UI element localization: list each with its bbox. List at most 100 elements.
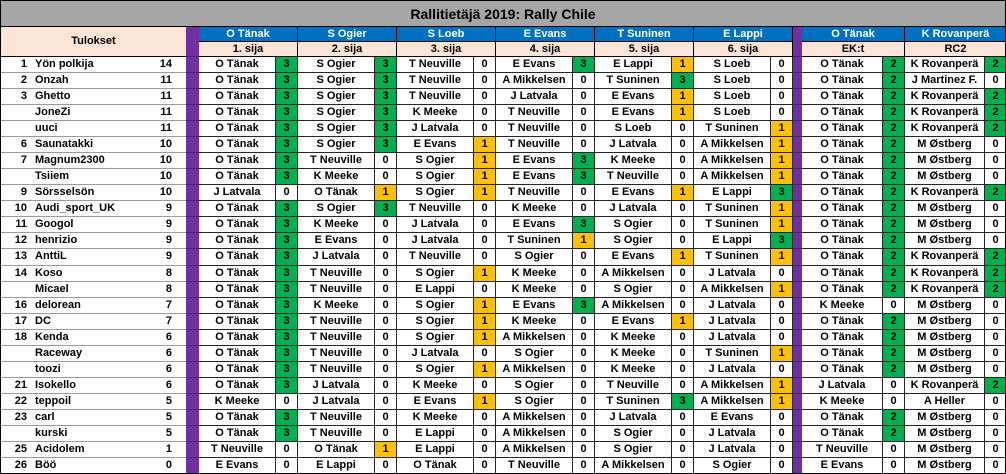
- pick-points: 0: [375, 233, 397, 250]
- pick-driver: E Evans: [595, 89, 672, 106]
- player-total: 6: [123, 330, 186, 346]
- pick-points: 3: [276, 89, 298, 106]
- pick-points: 1: [672, 249, 694, 266]
- pick-points: 0: [573, 457, 595, 473]
- player-total: 11: [123, 105, 186, 122]
- pick-driver: J Latvala: [802, 377, 883, 394]
- pick-points: 0: [474, 121, 496, 138]
- separator-cell: [186, 233, 199, 250]
- pick-driver: O Tänak: [802, 137, 883, 154]
- pick-points: 0: [672, 217, 694, 234]
- pick-driver: S Ogier: [397, 329, 474, 346]
- player-name: Googol: [31, 217, 123, 234]
- player-name: Raceway: [31, 346, 123, 362]
- pick-points: 0: [985, 73, 1005, 90]
- column-header-driver: S Ogier: [298, 27, 397, 42]
- player-rank: [1, 346, 31, 362]
- pick-driver: J Latvala: [397, 345, 474, 362]
- column-header-driver: S Loeb: [397, 27, 496, 42]
- pick-points: 0: [985, 201, 1005, 218]
- pick-points: 0: [474, 233, 496, 250]
- pick-driver: T Neuville: [397, 249, 474, 266]
- pick-driver: A Mikkelsen: [694, 169, 771, 186]
- pick-points: 0: [375, 153, 397, 170]
- column-header-position: 2. sija: [298, 42, 397, 57]
- pick-points: 2: [985, 249, 1005, 266]
- pick-driver: O Tänak: [802, 73, 883, 90]
- pick-points: 0: [474, 105, 496, 122]
- player-total: 7: [123, 298, 186, 314]
- player-rank: [1, 121, 31, 138]
- pick-points: 1: [672, 57, 694, 74]
- pick-driver: O Tänak: [199, 57, 276, 74]
- player-rank: 3: [1, 89, 31, 106]
- pick-driver: A Mikkelsen: [496, 73, 573, 90]
- pick-points: 0: [883, 393, 905, 410]
- pick-driver: E Evans: [595, 185, 672, 202]
- pick-points: 3: [375, 105, 397, 122]
- pick-driver: A Mikkelsen: [694, 281, 771, 298]
- pick-points: 0: [672, 233, 694, 250]
- pick-points: 0: [474, 249, 496, 266]
- pick-driver: M Østberg: [905, 217, 985, 234]
- player-name: toozi: [31, 362, 123, 378]
- pick-driver: K Meeke: [496, 265, 573, 282]
- separator-cell: [186, 185, 199, 202]
- pick-points: 3: [276, 329, 298, 346]
- pick-points: 3: [276, 265, 298, 282]
- pick-points: 2: [883, 409, 905, 426]
- pick-driver: O Tänak: [802, 281, 883, 298]
- pick-points: 2: [883, 137, 905, 154]
- player-name: Audi_sport_UK: [31, 201, 123, 218]
- separator-cell: [793, 425, 802, 442]
- player-rank: 17: [1, 314, 31, 330]
- pick-driver: S Ogier: [397, 361, 474, 378]
- player-name: Sörsselsön: [31, 185, 123, 202]
- pick-driver: E Lappi: [298, 457, 375, 473]
- pick-points: 0: [276, 457, 298, 473]
- pick-points: 2: [883, 105, 905, 122]
- player-rank: 25: [1, 442, 31, 458]
- separator-cell: [186, 121, 199, 138]
- player-name: Acidolem: [31, 442, 123, 458]
- pick-points: 3: [276, 361, 298, 378]
- pick-points: 3: [573, 57, 595, 74]
- pick-points: 2: [985, 57, 1005, 74]
- pick-driver: S Ogier: [595, 233, 672, 250]
- pick-points: 0: [771, 409, 793, 426]
- pick-driver: A Mikkelsen: [496, 425, 573, 442]
- pick-driver: T Neuville: [298, 281, 375, 298]
- pick-points: 3: [375, 57, 397, 74]
- pick-driver: M Østberg: [905, 169, 985, 186]
- player-total: 9: [123, 217, 186, 234]
- pick-points: 3: [276, 105, 298, 122]
- pick-points: 0: [375, 217, 397, 234]
- player-rank: [1, 282, 31, 298]
- pick-driver: S Ogier: [298, 137, 375, 154]
- pick-points: 0: [985, 169, 1005, 186]
- pick-driver: J Latvala: [694, 297, 771, 314]
- pick-driver: T Suninen: [694, 217, 771, 234]
- pick-driver: T Neuville: [496, 121, 573, 138]
- pick-driver: T Neuville: [496, 137, 573, 154]
- pick-points: 2: [883, 153, 905, 170]
- separator-cell: [186, 377, 199, 394]
- pick-driver: S Ogier: [595, 425, 672, 442]
- separator-cell: [793, 377, 802, 394]
- pick-driver: S Ogier: [496, 393, 573, 410]
- pick-points: 0: [573, 89, 595, 106]
- player-name: kurski: [31, 426, 123, 442]
- player-rank: 1: [1, 57, 31, 74]
- pick-points: 0: [474, 73, 496, 90]
- pick-points: 0: [985, 137, 1005, 154]
- player-name: JoneZi: [31, 105, 123, 122]
- player-total: 6: [123, 346, 186, 362]
- column-header-driver: O Tänak: [199, 27, 298, 42]
- pick-points: 3: [276, 57, 298, 74]
- separator-cell: [793, 233, 802, 250]
- pick-points: 0: [573, 313, 595, 330]
- pick-driver: J Latvala: [694, 265, 771, 282]
- separator-cell: [186, 361, 199, 378]
- pick-points: 2: [883, 361, 905, 378]
- separator-cell: [186, 345, 199, 362]
